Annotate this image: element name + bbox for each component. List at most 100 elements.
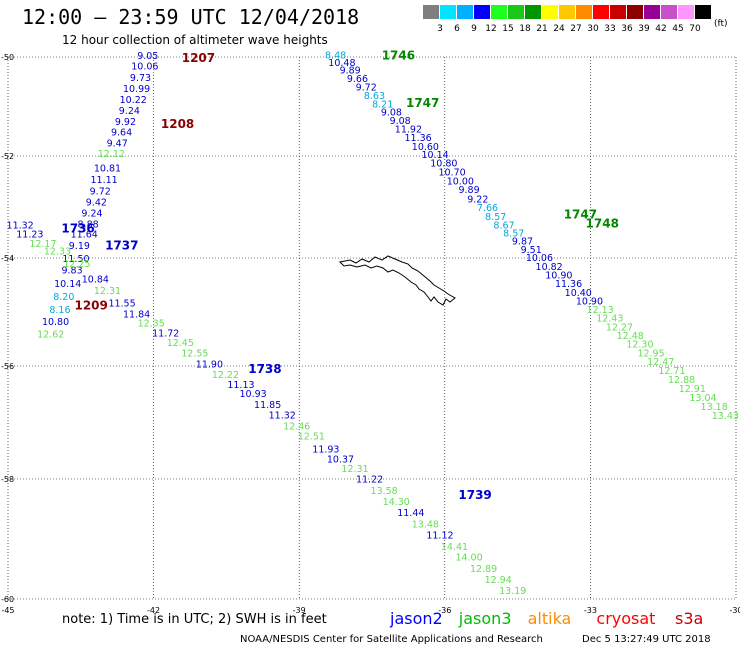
wave-height-label: 13.43: [712, 411, 739, 422]
wave-height-label: 9.83: [61, 266, 82, 277]
footnote: note: 1) Time is in UTC; 2) SWH is in fe…: [62, 612, 327, 627]
color-scale-swatch: [423, 5, 439, 19]
color-scale-label: 3: [437, 24, 443, 34]
wave-height-label: 11.93: [312, 444, 339, 455]
color-scale-label: 21: [536, 24, 548, 34]
wave-height-label: 12.31: [94, 286, 121, 297]
wave-height-label: 12.33: [44, 246, 71, 257]
wave-height-label: 12.13: [587, 305, 614, 316]
wave-height-label: 9.51: [521, 245, 542, 256]
wave-height-label: 11.32: [7, 220, 34, 231]
wave-height-label: 8.48: [325, 50, 346, 61]
color-scale-label: 9: [471, 24, 477, 34]
wave-height-label: 9.89: [340, 65, 361, 76]
south-georgia-island: [338, 255, 456, 306]
lat-lon-grid: [7, 56, 737, 600]
wave-height-label: 7.66: [477, 203, 498, 214]
altimeter-tracks: 9.0510.069.7310.9910.229.249.929.649.471…: [7, 49, 739, 598]
wave-height-label: 10.14: [421, 150, 448, 161]
color-scale-label: 45: [672, 24, 684, 34]
color-scale-label: 33: [604, 24, 616, 34]
pass-time-label: 1208: [161, 117, 194, 131]
wave-height-label: 10.22: [120, 95, 147, 106]
color-scale-label: 36: [621, 24, 633, 34]
lat-tick-label: -58: [1, 475, 14, 484]
wave-height-label: 9.72: [356, 83, 377, 94]
wave-height-label: 12.25: [63, 259, 90, 270]
legend-item-altika: altika: [527, 609, 572, 628]
color-scale-label: 70: [689, 24, 701, 34]
color-scale-swatch: [559, 5, 575, 19]
pass-time-label: 1739: [458, 488, 491, 502]
wave-height-label: 12.35: [138, 319, 165, 330]
wave-height-label: 9.19: [69, 241, 90, 252]
wave-height-label: 11.55: [108, 299, 135, 310]
pass-time-label: 1738: [248, 362, 281, 376]
wave-height-label: 8.57: [485, 212, 506, 223]
wave-height-label: 12.91: [679, 384, 706, 395]
lon-tick-label: -33: [584, 606, 597, 615]
lon-tick-label: -39: [293, 606, 306, 615]
color-scale-swatch: [525, 5, 541, 19]
color-scale-label: 42: [655, 24, 667, 34]
wave-height-label: 9.66: [347, 74, 368, 85]
generation-timestamp: Dec 5 13:27:49 UTC 2018: [582, 634, 711, 645]
wave-height-label: 8.67: [493, 220, 514, 231]
wave-height-label: 10.93: [239, 389, 266, 400]
wave-height-label: 10.90: [545, 271, 572, 282]
wave-height-label: 9.24: [119, 106, 140, 117]
wave-height-label: 10.60: [412, 142, 439, 153]
wave-height-label: 10.70: [438, 167, 465, 178]
legend-item-s3a: s3a: [675, 609, 704, 628]
legend-item-cryosat: cryosat: [596, 609, 656, 628]
wave-height-label: 12.45: [167, 338, 194, 349]
wave-height-label: 10.06: [131, 61, 158, 72]
lon-tick-label: -36: [438, 606, 451, 615]
wave-height-label: 12.51: [298, 431, 325, 442]
wave-height-label: 8.63: [364, 91, 385, 102]
lat-tick-label: -50: [1, 53, 14, 62]
wave-height-label: 10.99: [123, 84, 150, 95]
pass-time-label: 1747: [564, 208, 597, 222]
axis-tick-labels: -50 -52 -54 -56 -58 -60 -45 -42 -39 -36 -33 -30: [1, 53, 740, 615]
lat-tick-label: -52: [1, 152, 14, 161]
wave-height-label: 11.64: [71, 230, 98, 241]
wave-height-label: 9.72: [90, 186, 111, 197]
wave-height-label: 13.58: [371, 486, 398, 497]
wave-height-label: 8.88: [78, 219, 99, 230]
wave-height-label: 10.00: [447, 177, 474, 188]
wave-height-label: 11.13: [227, 380, 254, 391]
wave-height-label: 13.48: [412, 520, 439, 531]
color-scale-label: 6: [454, 24, 460, 34]
legend-item-jason2: jason2: [390, 609, 443, 628]
wave-height-label: 9.42: [86, 197, 107, 208]
wave-height-label: 12.89: [470, 564, 497, 575]
pass-time-label: 1207: [182, 51, 215, 65]
color-scale-swatch: [576, 5, 592, 19]
wave-height-label: 11.36: [555, 279, 582, 290]
wave-height-label: 9.05: [137, 51, 158, 62]
color-scale-label: 18: [519, 24, 531, 34]
color-scale-swatch: [627, 5, 643, 19]
wave-height-label: 11.90: [196, 360, 223, 371]
wave-height-label: 12.43: [596, 314, 623, 325]
map-title: 12:00 – 23:59 UTC 12/04/2018: [22, 5, 360, 29]
wave-height-label: 9.47: [107, 139, 128, 150]
wave-height-label: 10.37: [327, 455, 354, 466]
wave-height-label: 11.22: [356, 475, 383, 486]
wave-height-label: 12.55: [181, 348, 208, 359]
wave-height-label: 11.36: [405, 133, 432, 144]
color-scale-label: 24: [553, 24, 565, 34]
lat-tick-label: -60: [1, 595, 14, 604]
wave-height-label: 8.57: [503, 229, 524, 240]
wave-height-label: 8.20: [53, 292, 74, 303]
pass-time-label: 1209: [74, 299, 107, 313]
wave-height-label: 13.04: [689, 393, 716, 404]
color-scale-swatch: [678, 5, 694, 19]
wave-height-label: 9.73: [130, 73, 151, 84]
wave-height-label: 12.95: [637, 348, 664, 359]
wave-height-label: 10.81: [94, 163, 121, 174]
lon-tick-label: -42: [147, 606, 160, 615]
wave-height-label: 9.08: [390, 116, 411, 127]
